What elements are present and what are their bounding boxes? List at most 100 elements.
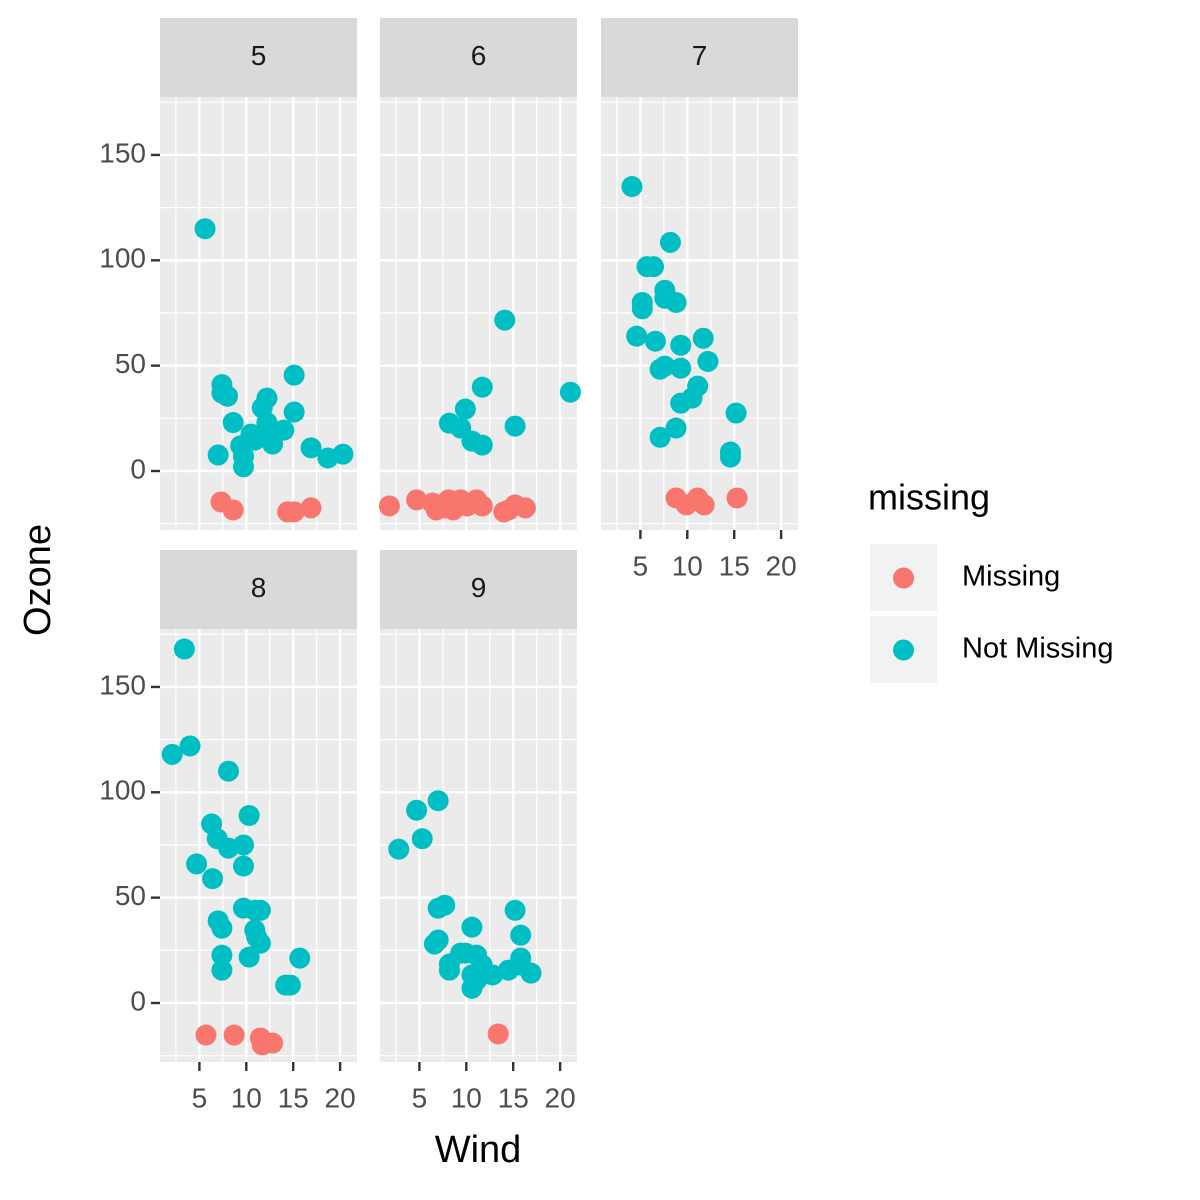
point — [692, 327, 714, 349]
x-tick-label: 10 — [451, 1082, 482, 1113]
point — [232, 445, 254, 467]
point — [471, 495, 493, 517]
y-tick-label: 50 — [115, 348, 146, 379]
point — [726, 487, 748, 509]
point — [300, 437, 322, 459]
point — [482, 964, 504, 986]
point — [665, 291, 687, 313]
x-tick-label: 20 — [325, 1082, 356, 1113]
x-axis-title: Wind — [435, 1129, 522, 1171]
point — [202, 868, 224, 890]
point — [300, 497, 322, 519]
strip-label: 5 — [251, 40, 267, 71]
point — [719, 446, 741, 468]
y-tick-label: 0 — [130, 453, 146, 484]
x-tick-label: 15 — [278, 1082, 309, 1113]
x-tick-label: 20 — [545, 1082, 576, 1113]
point — [388, 838, 410, 860]
point — [273, 419, 295, 441]
x-tick-label: 5 — [412, 1082, 428, 1113]
point — [289, 947, 311, 969]
y-tick-label: 0 — [130, 985, 146, 1016]
point — [649, 426, 671, 448]
legend-swatch — [893, 567, 914, 589]
point — [256, 387, 278, 409]
point — [207, 444, 229, 466]
y-tick-label: 50 — [115, 880, 146, 911]
point — [244, 919, 266, 941]
point — [434, 894, 456, 916]
point — [217, 385, 239, 407]
x-tick-label: 10 — [231, 1082, 262, 1113]
point — [504, 899, 526, 921]
strip — [601, 18, 798, 97]
point — [510, 924, 532, 946]
strip-label: 6 — [471, 40, 487, 71]
point — [283, 501, 305, 523]
point — [223, 1024, 245, 1046]
strip — [380, 18, 577, 97]
point — [238, 804, 260, 826]
point — [665, 417, 687, 439]
point — [514, 497, 536, 519]
point — [161, 743, 183, 765]
point — [504, 415, 526, 437]
point — [262, 433, 284, 455]
strip — [160, 550, 357, 629]
point — [520, 962, 542, 984]
point — [279, 974, 301, 996]
legend-swatch — [893, 639, 914, 661]
point — [195, 1024, 217, 1046]
x-tick-label: 5 — [192, 1082, 208, 1113]
point — [626, 325, 648, 347]
point — [283, 401, 305, 423]
point — [406, 799, 428, 821]
point — [621, 176, 643, 198]
point — [487, 1023, 509, 1045]
x-tick-label: 10 — [672, 550, 703, 581]
point — [332, 443, 354, 465]
y-axis-title: Ozone — [17, 524, 59, 636]
point — [194, 218, 216, 240]
point — [411, 828, 433, 850]
strip — [380, 550, 577, 629]
point — [179, 735, 201, 757]
x-tick-label: 15 — [719, 550, 750, 581]
x-tick-label: 15 — [498, 1082, 529, 1113]
point — [217, 760, 239, 782]
x-tick-label: 20 — [766, 550, 797, 581]
point — [461, 916, 483, 938]
point — [378, 495, 400, 517]
strip-label: 7 — [692, 40, 708, 71]
point — [232, 855, 254, 877]
point — [232, 834, 254, 856]
point — [670, 357, 692, 379]
point — [427, 929, 449, 951]
legend-label: Not Missing — [962, 633, 1114, 665]
x-tick-label: 5 — [633, 550, 649, 581]
point — [559, 381, 581, 403]
point — [283, 364, 305, 386]
y-tick-label: 150 — [99, 137, 146, 168]
point — [211, 944, 233, 966]
legend-title: missing — [868, 477, 990, 518]
strip-label: 9 — [471, 572, 487, 603]
y-tick-label: 100 — [99, 243, 146, 274]
y-tick-label: 150 — [99, 669, 146, 700]
point — [222, 499, 244, 521]
point — [262, 1032, 284, 1054]
point — [693, 494, 715, 516]
point — [238, 946, 260, 968]
point — [173, 638, 195, 660]
point — [494, 309, 516, 331]
strip — [160, 18, 357, 97]
y-tick-label: 100 — [99, 775, 146, 806]
point — [186, 853, 208, 875]
point — [687, 375, 709, 397]
point — [654, 355, 676, 377]
point — [725, 402, 747, 424]
point — [471, 434, 493, 456]
legend-label: Missing — [962, 561, 1060, 593]
point — [222, 412, 244, 434]
